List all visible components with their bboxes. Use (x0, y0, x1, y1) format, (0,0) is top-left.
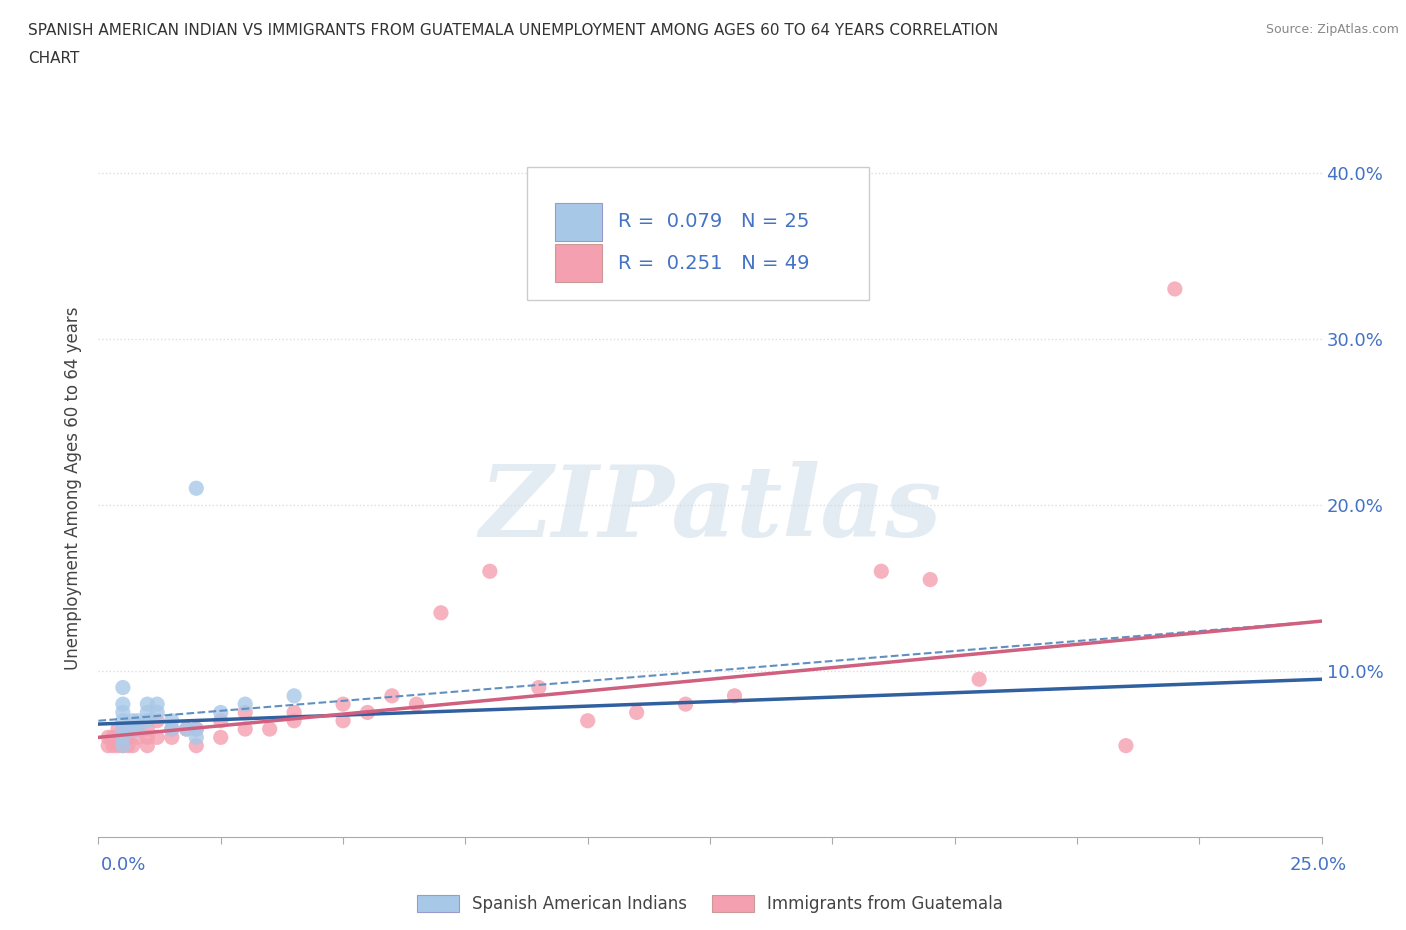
Point (111, 722, 134, 737)
Point (356, 705, 378, 720)
Point (111, 738, 134, 753)
Point (111, 730, 134, 745)
Point (97, 730, 120, 745)
Point (283, 688, 305, 703)
Point (186, 730, 208, 745)
Point (107, 738, 129, 753)
Text: 0.0%: 0.0% (101, 856, 146, 873)
Point (107, 722, 129, 737)
Point (1164, 282, 1187, 297)
Text: Source: ZipAtlas.com: Source: ZipAtlas.com (1265, 23, 1399, 36)
Legend: Spanish American Indians, Immigrants from Guatemala: Spanish American Indians, Immigrants fro… (411, 888, 1010, 920)
Point (576, 713, 599, 728)
Point (111, 697, 134, 711)
Point (186, 722, 208, 737)
Point (160, 722, 183, 737)
Point (146, 697, 169, 711)
Point (870, 564, 893, 578)
Point (723, 688, 745, 703)
Y-axis label: Unemployment Among Ages 60 to 64 years: Unemployment Among Ages 60 to 64 years (65, 307, 83, 670)
FancyBboxPatch shape (526, 167, 869, 300)
Point (381, 688, 404, 703)
Point (136, 730, 159, 745)
Point (136, 738, 159, 753)
Point (967, 671, 990, 686)
Point (160, 730, 183, 745)
Point (127, 722, 149, 737)
Point (136, 713, 159, 728)
Point (209, 705, 232, 720)
Text: R =  0.251   N = 49: R = 0.251 N = 49 (619, 254, 810, 272)
Point (121, 713, 143, 728)
Point (675, 697, 697, 711)
Text: 25.0%: 25.0% (1289, 856, 1347, 873)
Point (233, 697, 256, 711)
Point (127, 722, 149, 737)
Point (209, 730, 232, 745)
Point (111, 722, 134, 737)
Point (121, 722, 143, 737)
Point (111, 713, 134, 728)
Point (176, 722, 198, 737)
Point (101, 738, 124, 753)
Point (920, 572, 942, 587)
Point (478, 564, 501, 578)
Point (233, 705, 256, 720)
Point (117, 730, 139, 745)
FancyBboxPatch shape (555, 203, 602, 241)
Text: ZIPatlas: ZIPatlas (479, 461, 941, 557)
Point (111, 705, 134, 720)
Point (405, 697, 427, 711)
Point (127, 713, 149, 728)
Point (146, 730, 169, 745)
Point (332, 713, 354, 728)
Point (186, 722, 208, 737)
Point (136, 705, 159, 720)
FancyBboxPatch shape (555, 245, 602, 282)
Point (186, 481, 208, 496)
Point (527, 680, 550, 695)
Point (259, 722, 281, 737)
Point (127, 730, 149, 745)
Point (186, 738, 208, 753)
Point (146, 705, 169, 720)
Point (146, 713, 169, 728)
Point (117, 738, 139, 753)
Text: SPANISH AMERICAN INDIAN VS IMMIGRANTS FROM GUATEMALA UNEMPLOYMENT AMONG AGES 60 : SPANISH AMERICAN INDIAN VS IMMIGRANTS FR… (28, 23, 998, 38)
Point (111, 680, 134, 695)
Point (283, 713, 305, 728)
Point (283, 705, 305, 720)
Point (626, 705, 648, 720)
Point (101, 730, 124, 745)
Point (121, 722, 143, 737)
Point (176, 722, 198, 737)
Point (160, 722, 183, 737)
Point (160, 713, 183, 728)
Point (209, 713, 232, 728)
Point (136, 722, 159, 737)
Point (430, 605, 453, 620)
Point (136, 697, 159, 711)
Text: R =  0.079   N = 25: R = 0.079 N = 25 (619, 212, 810, 232)
Text: CHART: CHART (28, 51, 80, 66)
Point (111, 738, 134, 753)
Point (97, 738, 120, 753)
Point (121, 738, 143, 753)
Point (111, 730, 134, 745)
Point (233, 722, 256, 737)
Point (332, 697, 354, 711)
Point (1115, 738, 1137, 753)
